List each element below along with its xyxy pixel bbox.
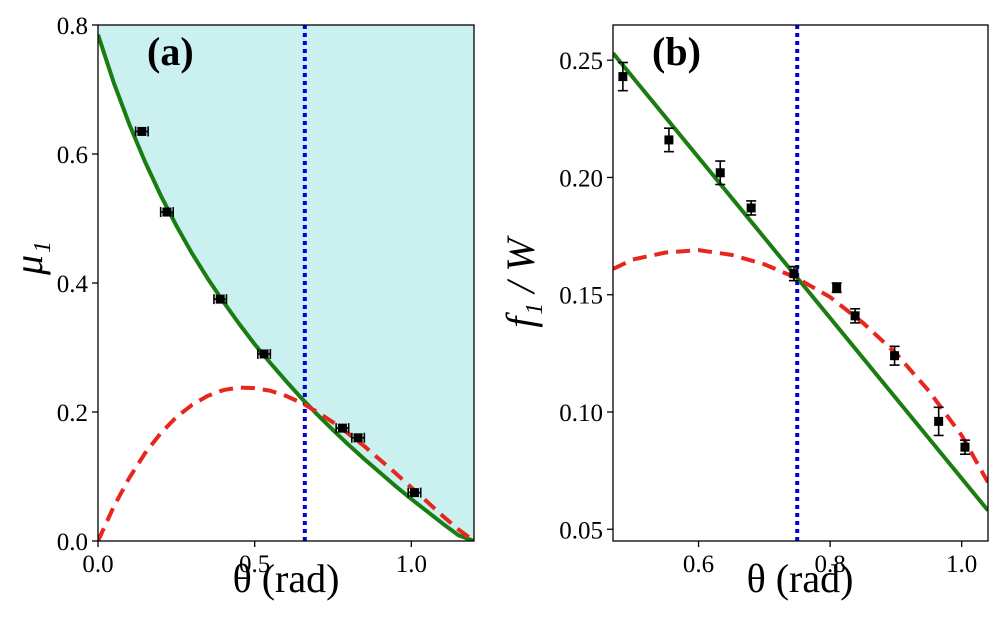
panel-a-y-tick-label: 0.6 [57,142,88,169]
panel-b-green-line [613,51,988,512]
panel-a-green-curve [98,34,474,541]
panel-a-panel-label: (a) [147,29,194,74]
panel-b-data-point [789,269,799,279]
panel-a-plot-area [98,25,474,541]
panel-a-y-axis-label: μ₁ [6,241,51,276]
panel-b-x-tick-label: 0.6 [683,551,714,578]
panel-a-data-point [215,294,225,304]
panel-b-data-point [618,72,628,82]
panel-b-y-tick-label: 0.05 [559,517,603,544]
panel-a-data-point [259,349,269,359]
panel-b-data-point [934,416,944,426]
panel-b-y-axis-label: f₁ / W [498,235,543,328]
panel-a-x-tick-label: 0.5 [239,551,270,578]
panel-a-y-tick-label: 0.8 [57,13,88,40]
panel-a-red-dashed-curve [98,385,474,541]
panel-a-data-point [409,488,419,498]
panel-b-data-point [832,283,842,293]
panel-a-data-point [137,126,147,136]
panel-b-red-dashed-curve [613,248,988,484]
panel-b-axes-frame [612,24,989,542]
panel-a-y-tick-label: 0.4 [57,271,89,298]
panel-a-shaded-region [98,25,474,541]
panel-b-y-tick-label: 0.10 [559,400,603,427]
panel-a-data-point [162,207,172,217]
panel-b-data-point [890,351,900,361]
panel-b-x-tick-label: 1.0 [946,551,977,578]
panel-b-data-point [850,311,860,321]
panel-b-x-axis-label: θ (rad) [747,556,854,601]
panel-b-plot-area [613,25,988,541]
panel-b-panel-label: (b) [652,29,701,74]
panel-b-data-point [715,168,725,178]
panel-b-data-point [746,203,756,213]
panel-a-y-tick-label: 0.2 [57,400,88,427]
panel-a-x-tick-label: 0.0 [82,551,113,578]
panel-b-data-point [664,135,674,145]
panel-b-y-tick-label: 0.20 [559,165,603,192]
panel-b-x-tick-label: 0.8 [814,551,845,578]
panel-b-y-tick-label: 0.25 [559,48,603,75]
panel-a-data-point [353,433,363,443]
panel-b-y-tick-label: 0.15 [559,283,603,310]
panel-a-x-axis-label: θ (rad) [233,556,340,601]
panel-a-x-tick-label: 1.0 [396,551,427,578]
panel-b-data-point [960,442,970,452]
panel-a-data-point [337,423,347,433]
panel-a-y-tick-label: 0.0 [57,529,88,556]
